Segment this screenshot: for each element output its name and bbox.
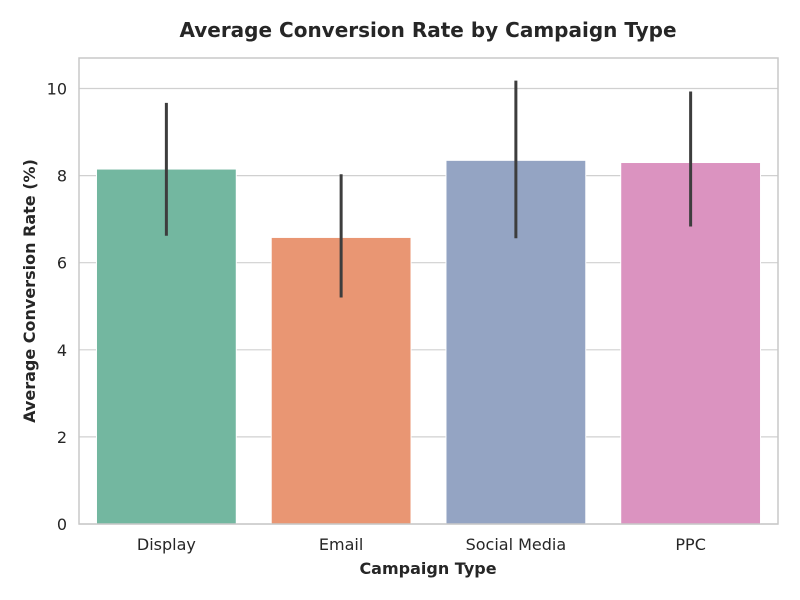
bars — [95, 159, 762, 525]
x-tick-label: PPC — [675, 535, 705, 554]
plot-frame — [78, 57, 779, 525]
error-bars — [164, 80, 693, 298]
y-tick-label: 4 — [57, 341, 67, 360]
x-tick-label: Display — [137, 535, 196, 554]
x-axis-ticks: Display Email Social Media PPC — [137, 535, 706, 554]
chart-title: Average Conversion Rate by Campaign Type — [179, 18, 676, 42]
y-tick-label: 0 — [57, 515, 67, 534]
y-tick-label: 10 — [47, 79, 67, 98]
y-tick-label: 6 — [57, 254, 67, 273]
y-tick-label: 8 — [57, 167, 67, 186]
y-axis-label: Average Conversion Rate (%) — [20, 159, 39, 423]
x-tick-label: Social Media — [466, 535, 567, 554]
x-axis-label: Campaign Type — [359, 559, 496, 578]
x-tick-label: Email — [319, 535, 363, 554]
y-axis-ticks: 0 2 4 6 8 10 — [47, 79, 67, 534]
y-tick-label: 2 — [57, 428, 67, 447]
